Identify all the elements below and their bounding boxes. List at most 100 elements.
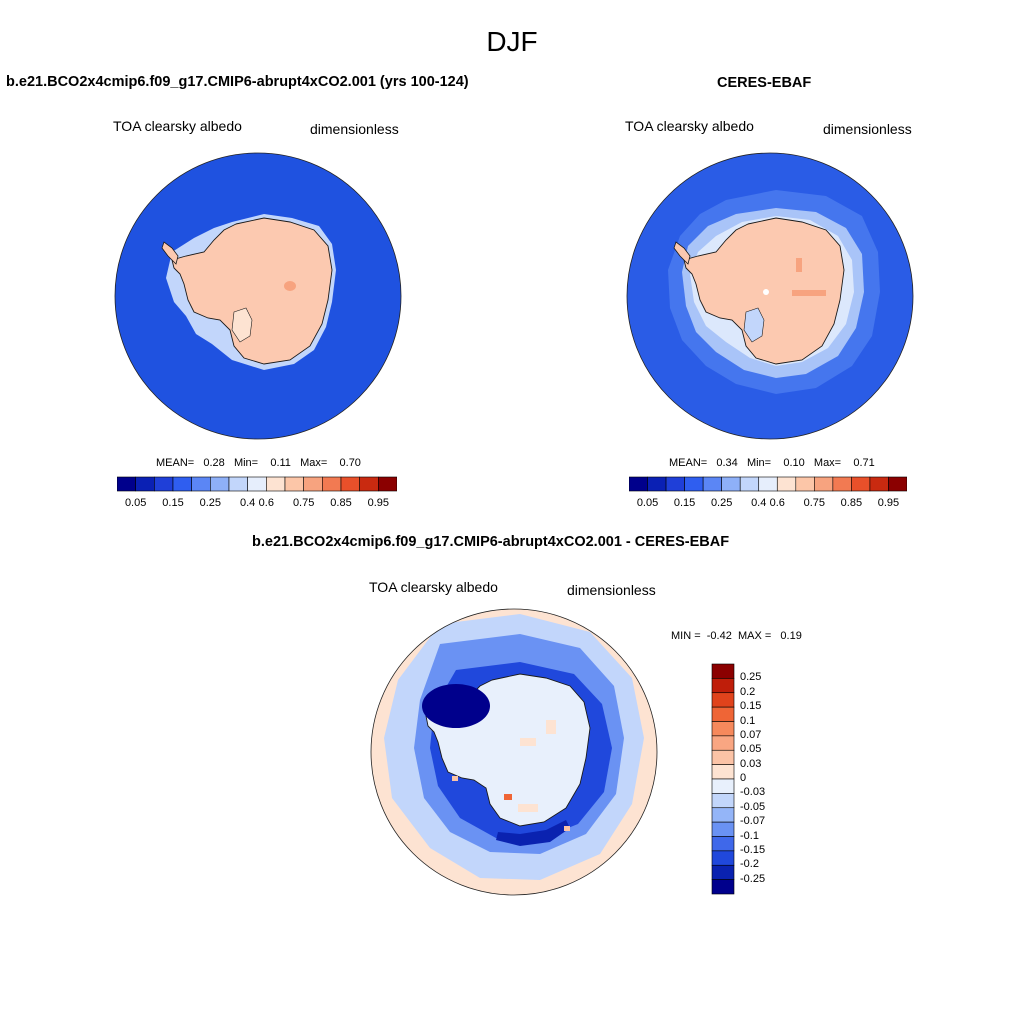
panel-1-map	[114, 152, 402, 440]
panel-1-colorbar-box	[266, 476, 286, 492]
panel-2-colorbar-box	[702, 476, 722, 492]
panel-1-colorbar-box	[359, 476, 379, 492]
panel-2-colorbar-tick-label: 0.95	[877, 497, 900, 509]
panel-1-colorbar-tick-label: 0.05	[124, 497, 147, 509]
panel-1-peninsula	[161, 241, 179, 265]
panel-2-colorbar-box	[851, 476, 871, 492]
panel-2-colorbar-tick-label: 0.4	[751, 497, 767, 509]
panel-1-colorbar-tick-label: 0.6	[258, 497, 274, 509]
panel-2-map	[626, 152, 914, 440]
panel-1-colorbar-box	[172, 476, 192, 492]
diff-colorbar-tick-label: 0	[740, 772, 747, 784]
panel-2-colorbar-tick-label: 0.6	[769, 497, 785, 509]
diff-colorbar-box	[711, 807, 735, 823]
panel-1-colorbar	[117, 476, 397, 492]
diff-positive-spot-2	[452, 776, 458, 781]
panel-1-colorbar-box	[247, 476, 267, 492]
panel-2-colorbar-tick-label: 0.85	[840, 497, 863, 509]
panel-2-high-albedo-streak	[792, 290, 826, 296]
diff-colorbar-box	[711, 663, 735, 679]
diff-colorbar-box	[711, 678, 735, 694]
panel-2-colorbar-box	[721, 476, 741, 492]
diff-continent-patch-1	[520, 738, 536, 746]
panel-1-ice-shelf	[231, 307, 253, 343]
panel-2-colorbar	[629, 476, 907, 492]
diff-colorbar-tick-label: -0.25	[740, 872, 766, 885]
panel-2-colorbar-box	[647, 476, 667, 492]
diff-colorbar-box	[711, 793, 735, 809]
panel-2-colorbar-box	[795, 476, 815, 492]
diff-colorbar-tick-label: -0.1	[740, 829, 759, 842]
panel-1-colorbar-box	[284, 476, 304, 492]
diff-panel-map	[370, 608, 658, 896]
diff-colorbar-tick-label: 0.2	[740, 685, 756, 698]
panel-2-colorbar-box	[888, 476, 907, 492]
diff-panel-variable-label: TOA clearsky albedo	[369, 579, 498, 595]
panel-2-colorbar-box	[739, 476, 760, 492]
panel-1-dome	[284, 281, 296, 291]
panel-2-low-spot	[763, 289, 769, 295]
panel-1-colorbar-tick-label: 0.75	[292, 497, 315, 509]
diff-positive-spot-3	[564, 826, 570, 831]
diff-colorbar-tick-label: 0.03	[740, 757, 762, 770]
panel-2-colorbar-tick-label: 0.05	[636, 497, 659, 509]
panel-1-colorbar-tick-label: 0.4	[240, 497, 256, 509]
diff-colorbar-tick-label: -0.15	[740, 843, 766, 856]
figure-title: DJF	[486, 26, 538, 57]
panel-1-colorbar-ticks: 0.05 0.15 0.25 0.4 0.6 0.75 0.85 0.95	[117, 497, 397, 511]
panel-2-colorbar-ticks: 0.05 0.15 0.25 0.4 0.6 0.75 0.85 0.95	[629, 497, 907, 511]
panel-1-title: b.e21.BCO2x4cmip6.f09_g17.CMIP6-abrupt4x…	[6, 74, 469, 90]
diff-colorbar-box	[711, 879, 735, 895]
diff-colorbar-tick-label: 0.05	[740, 743, 762, 756]
panel-2-colorbar-box	[665, 476, 685, 492]
panel-1-colorbar-box	[340, 476, 360, 492]
panel-2-colorbar-box	[776, 476, 797, 492]
diff-colorbar-box	[711, 692, 735, 708]
diff-continent-patch-3	[518, 804, 538, 812]
panel-2-colorbar-box	[629, 476, 648, 492]
diff-colorbar-box	[711, 721, 735, 737]
diff-colorbar-tick-label: -0.03	[740, 786, 766, 799]
panel-1-colorbar-box	[322, 476, 342, 492]
diff-positive-spot-1	[504, 794, 512, 800]
diff-map-border	[370, 608, 658, 896]
diff-colorbar-box	[711, 821, 735, 837]
panel-2-units-label: dimensionless	[823, 121, 912, 137]
diff-deep-arc	[496, 820, 570, 846]
panel-2-map-border	[626, 152, 914, 440]
panel-2-colorbar-box	[832, 476, 852, 492]
diff-colorbar-tick-label: 0.25	[740, 671, 762, 684]
panel-2-peninsula	[673, 241, 691, 265]
diff-colorbar-box	[711, 749, 735, 765]
panel-1-colorbar-box	[191, 476, 211, 492]
panel-1-map-border	[114, 152, 402, 440]
panel-2-title: CERES-EBAF	[717, 75, 812, 91]
diff-colorbar-tick-label: -0.07	[740, 815, 766, 828]
diff-colorbar-ticks: 0.25 0.2 0.15 0.1 0.07 0.05 0.03 0 -0.03 -0.05 -0.…	[740, 663, 780, 895]
panel-1-antarctica	[171, 217, 333, 365]
panel-2-stats: MEAN= 0.34 Min= 0.10 Max= 0.71	[669, 457, 875, 469]
panel-2-variable-label: TOA clearsky albedo	[625, 118, 754, 134]
diff-colorbar-box	[711, 706, 735, 722]
diff-colorbar-tick-label: -0.2	[740, 858, 759, 871]
diff-colorbar-box	[711, 764, 735, 780]
diff-colorbar-box	[711, 778, 735, 794]
panel-1-colorbar-box	[228, 476, 248, 492]
diff-deep-anomaly	[422, 684, 490, 728]
panel-1-colorbar-box	[117, 476, 136, 492]
diff-panel-title: b.e21.BCO2x4cmip6.f09_g17.CMIP6-abrupt4x…	[252, 534, 730, 550]
panel-1-colorbar-tick-label: 0.15	[162, 497, 184, 509]
panel-1-variable-label: TOA clearsky albedo	[113, 118, 242, 134]
panel-1-colorbar-box	[135, 476, 155, 492]
panel-2-colorbar-tick-label: 0.25	[710, 497, 733, 509]
panel-2-colorbar-box	[869, 476, 889, 492]
diff-panel-stats: MIN = -0.42 MAX = 0.19	[671, 630, 802, 642]
panel-1-colorbar-tick-label: 0.85	[330, 497, 352, 509]
panel-1-colorbar-box	[154, 476, 174, 492]
panel-2-colorbar-box	[814, 476, 834, 492]
panel-1-colorbar-tick-label: 0.95	[367, 497, 390, 509]
diff-colorbar-tick-label: 0.07	[740, 728, 762, 741]
diff-colorbar-tick-label: -0.05	[740, 800, 766, 813]
panel-2-high-albedo-spot	[796, 258, 802, 272]
panel-2-colorbar-tick-label: 0.15	[673, 497, 696, 509]
